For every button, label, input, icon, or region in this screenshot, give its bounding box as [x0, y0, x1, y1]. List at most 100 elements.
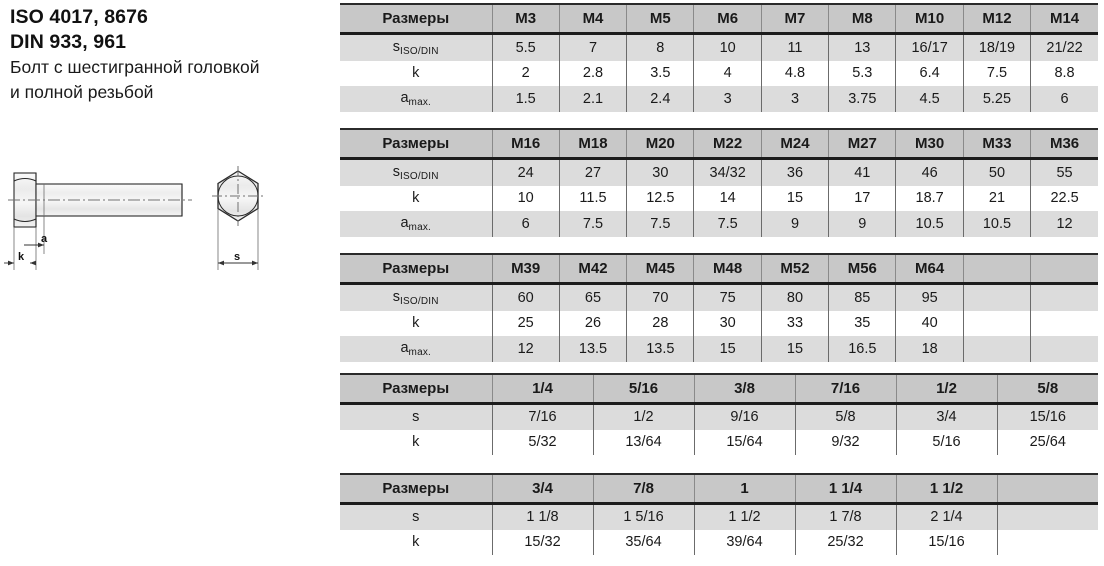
table-row: k 2 2.8 3.5 4 4.8 5.3 6.4 7.5 8.8	[340, 61, 1098, 86]
table-cell: 40	[895, 311, 964, 336]
table-cell: 3.75	[828, 86, 896, 112]
table-header-row: Размеры M16 M18 M20 M22 M24 M27 M30 M33 M36	[340, 128, 1098, 160]
row-label-s_plain: s	[340, 403, 492, 430]
column-header: M56	[828, 253, 896, 285]
table-row: k 15/32 35/64 39/64 25/32 15/16	[340, 530, 1098, 555]
table-cell: 25/32	[794, 530, 896, 555]
table-cell: 16/17	[895, 33, 964, 61]
table-cell	[962, 283, 1031, 311]
table-cell: 8	[626, 33, 694, 61]
row-label-a_max: amax.	[340, 336, 492, 362]
table-cell: 6.4	[895, 61, 964, 86]
table-row: sISO/DIN 5.5 7 8 10 11 13 16/17 18/19 21/22	[340, 33, 1098, 61]
table-cell: 16.5	[828, 336, 896, 362]
table-cell: 1 5/16	[592, 503, 694, 530]
row-label-s_iso_din: sISO/DIN	[340, 33, 492, 61]
table-cell: 60	[491, 283, 560, 311]
column-header: M30	[895, 128, 964, 160]
dimension-a-label: a	[41, 233, 48, 245]
table-cell: 13.5	[558, 336, 627, 362]
table-header-row: Размеры M39 M42 M45 M48 M52 M56 M64	[340, 253, 1098, 285]
table-row: k 25 26 28 30 33 35 40	[340, 311, 1098, 336]
table-cell: 46	[895, 158, 964, 186]
header-size-label: Размеры	[340, 3, 492, 35]
table-cell: 1/2	[592, 403, 694, 430]
table-cell: 5/32	[491, 430, 593, 455]
row-label-s_iso_din: sISO/DIN	[340, 283, 492, 311]
table-cell: 34/32	[693, 158, 762, 186]
column-header	[1030, 253, 1098, 285]
table-cell: 65	[558, 283, 627, 311]
table-cell: 3.5	[626, 61, 694, 86]
column-header: M22	[693, 128, 762, 160]
dimension-k-label: k	[18, 251, 25, 263]
table-cell: 35	[828, 311, 896, 336]
table-cell: 1 1/8	[491, 503, 593, 530]
column-header: M45	[626, 253, 694, 285]
table-cell: 3	[693, 86, 762, 112]
table-cell: 6	[1030, 86, 1098, 112]
table-cell: 5.3	[828, 61, 896, 86]
column-header: M14	[1030, 3, 1098, 35]
table-cell: 9	[760, 211, 829, 237]
table-cell: 12	[1030, 211, 1098, 237]
column-header: M10	[895, 3, 964, 35]
table-cell	[996, 503, 1098, 530]
table-cell: 28	[626, 311, 694, 336]
header-size-label: Размеры	[340, 373, 492, 405]
column-header	[962, 253, 1031, 285]
table-cell: 3	[760, 86, 829, 112]
row-label-s_iso_din: sISO/DIN	[340, 158, 492, 186]
table-cell: 10.5	[962, 211, 1031, 237]
table-cell: 18.7	[895, 186, 964, 211]
table-cell: 70	[626, 283, 694, 311]
table-cell: 10	[693, 33, 762, 61]
column-header: M6	[693, 3, 762, 35]
table-cell: 55	[1030, 158, 1098, 186]
standard-line-1: ISO 4017, 8676	[10, 6, 149, 28]
table-cell: 39/64	[693, 530, 795, 555]
table-cell: 9	[828, 211, 896, 237]
header-size-label: Размеры	[340, 473, 492, 505]
table-cell: 35/64	[592, 530, 694, 555]
column-header: M5	[626, 3, 694, 35]
dimension-a: a	[24, 216, 48, 254]
table-cell: 15	[760, 186, 829, 211]
table-cell: 15/64	[693, 430, 795, 455]
table-cell: 2.4	[626, 86, 694, 112]
table-cell: 11.5	[558, 186, 627, 211]
table-cell: 9/32	[794, 430, 896, 455]
table-cell: 2.1	[558, 86, 627, 112]
table-row: k 10 11.5 12.5 14 15 17 18.7 21 22.5	[340, 186, 1098, 211]
table-cell: 22.5	[1030, 186, 1098, 211]
table-cell: 5.5	[491, 33, 560, 61]
table-cell: 75	[693, 283, 762, 311]
column-header: M24	[760, 128, 829, 160]
column-header: M27	[828, 128, 896, 160]
table-cell: 11	[760, 33, 829, 61]
table-cell: 4.8	[760, 61, 829, 86]
table-metric-m3-m14: Размеры M3 M4 M5 M6 M7 M8 M10 M12 M14 sISO/DIN 5.5 7…	[340, 3, 1098, 112]
column-header: M4	[558, 3, 627, 35]
hex-bolt-technical-drawing: a k s	[4, 166, 264, 270]
table-cell: 2 1/4	[895, 503, 997, 530]
column-header: 5/16	[592, 373, 694, 405]
table-cell	[1030, 311, 1098, 336]
table-cell	[996, 530, 1098, 555]
table-cell: 3/4	[895, 403, 997, 430]
table-imperial-quarter-to-five-eighths: Размеры 1/4 5/16 3/8 7/16 1/2 5/8 s 7/16 1/2 9/16 5…	[340, 373, 1098, 455]
table-cell: 21	[962, 186, 1031, 211]
column-header: M64	[895, 253, 964, 285]
table-cell: 13	[828, 33, 896, 61]
row-label-k: k	[340, 61, 492, 86]
table-cell: 10.5	[895, 211, 964, 237]
column-header: M52	[760, 253, 829, 285]
description-line-2: и полной резьбой	[10, 82, 154, 102]
table-cell: 24	[491, 158, 560, 186]
column-header: M16	[491, 128, 560, 160]
table-row: amax. 12 13.5 13.5 15 15 16.5 18	[340, 336, 1098, 362]
column-header: 7/16	[794, 373, 896, 405]
table-cell: 8.8	[1030, 61, 1098, 86]
description-line-1: Болт с шестигранной головкой	[10, 57, 260, 77]
table-cell: 7.5	[962, 61, 1031, 86]
